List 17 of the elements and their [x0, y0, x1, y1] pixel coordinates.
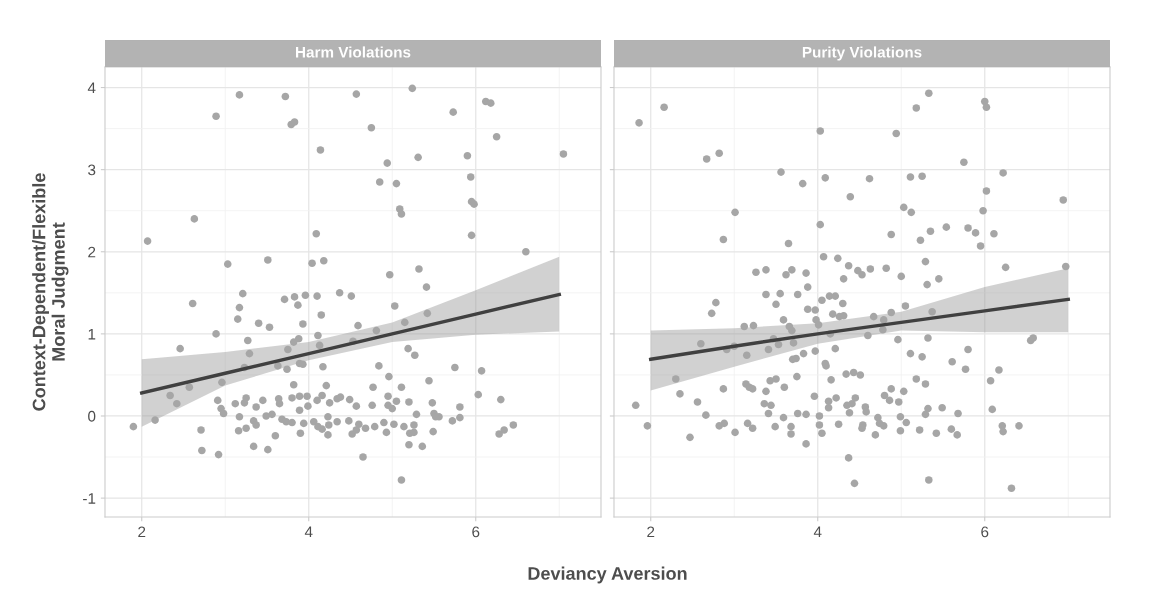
y-tick-label: 4	[87, 82, 96, 94]
x-tick-label: 2	[647, 526, 655, 538]
y-axis-title: Context-Dependent/Flexible Moral Judgment	[32, 173, 69, 411]
y-tick-label: 3	[88, 164, 96, 176]
x-tick-label: 4	[813, 526, 822, 538]
y-tick-label: -1	[83, 493, 96, 504]
y-tick-label: 1	[88, 328, 96, 340]
y-tick-label: 2	[88, 246, 96, 258]
x-tick-label: 6	[472, 526, 480, 538]
line-series	[140, 292, 561, 395]
y-tick-label: 0	[88, 410, 96, 422]
x-tick-label: 4	[304, 526, 313, 538]
x-axis-title: Deviancy Aversion	[528, 566, 687, 584]
x-tick-label: 6	[981, 526, 989, 538]
x-tick-label: 2	[138, 526, 146, 538]
chart-title: Purity Violations	[802, 46, 922, 61]
chart-title: Harm Violations	[296, 46, 411, 58]
